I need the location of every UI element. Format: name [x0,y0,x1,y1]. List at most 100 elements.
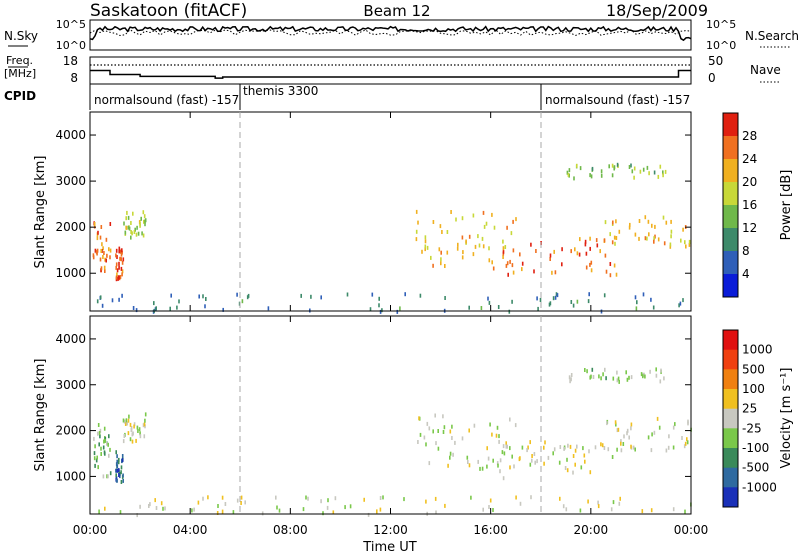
velocity-panel: 1000 2000 3000 4000 Slant Range [km] [33,315,692,518]
power-cell [430,255,432,260]
power-cell [96,248,99,253]
power-cell [574,247,576,252]
power-cell [115,262,118,267]
power-cell [570,249,572,254]
velocity-cell [534,460,536,465]
colorbar-label: 100 [742,382,765,396]
power-cell [99,295,102,300]
velocity-cell [623,434,625,439]
nsky-label: N.Sky [4,29,38,43]
velocity-cell [121,458,124,463]
time-tick-label: 08:00 [273,523,308,537]
power-cell [512,270,515,275]
power-cell [125,216,127,221]
velocity-range-ticks: 1000 2000 3000 4000 [55,332,691,483]
velocity-cell [139,434,142,439]
power-cell [605,269,608,274]
velocity-cell [526,448,528,453]
velocity-cell [509,446,511,451]
power-cell [653,236,655,241]
velocity-cell [563,446,565,451]
velocity-cell [564,466,567,470]
velocity-cell [509,417,511,422]
nsearch-trace [89,28,692,37]
velocity-cell [468,463,471,468]
velocity-cell [622,442,625,446]
power-cell [599,249,601,254]
power-cell [118,261,120,266]
velocity-cell [519,456,521,461]
power-cell [109,248,112,253]
velocity-cell [116,468,118,473]
power-cell [608,164,610,169]
power-cell [588,292,590,297]
power-cell [634,232,637,237]
velocity-cell [513,464,515,469]
velocity-cell [142,423,145,428]
velocity-cell [683,444,686,449]
power-cell [688,239,691,244]
velocity-cell [426,421,429,426]
colorbar-block [723,330,738,351]
colorbar-label: 24 [742,152,757,166]
velocity-cell [434,413,436,418]
cpid-panel: CPID normalsound (fast) -157 themis 3300… [4,84,690,110]
power-cell [488,300,491,305]
power-cell [222,307,224,312]
velocity-cell [221,509,224,514]
velocity-cell [109,447,111,452]
velocity-cell [432,429,434,434]
power-cell [176,305,178,310]
power-cell [121,272,123,277]
power-cell [133,230,136,234]
velocity-cell [607,447,610,452]
velocity-cell [119,474,121,479]
velocity-cell [620,439,622,444]
velocity-cell [451,424,453,429]
colorbar-label: 8 [742,244,750,258]
power-cell [642,167,645,172]
velocity-range-label: Slant Range [km] [33,359,48,472]
velocity-cell [191,508,193,513]
range-tick-label: 2000 [55,220,86,234]
velocity-cell [425,499,427,504]
velocity-cell [466,455,469,460]
velocity-cell [640,372,643,377]
velocity-cell [655,373,658,378]
power-cell [506,225,508,230]
power-cell [535,249,537,253]
colorbar-label: -100 [742,441,769,455]
power-cell [140,216,142,221]
velocity-cell [452,452,454,457]
power-cell [97,230,99,235]
velocity-cell [479,466,481,471]
power-cell [688,242,691,247]
power-cell [101,303,104,308]
velocity-cell [97,431,99,436]
velocity-cell [565,507,568,512]
power-cell [120,266,123,271]
power-cell [510,231,513,236]
power-cell [115,248,118,253]
power-cell [468,234,471,239]
power-cell [578,252,581,257]
power-cell [590,268,593,273]
power-cell [477,234,479,239]
power-cell [424,244,427,249]
power-cell [485,221,488,226]
power-cell [662,173,664,178]
velocity-cell [509,465,511,470]
power-cell [100,225,103,229]
velocity-cell [672,445,675,450]
power-cell [128,226,131,231]
power-cell [478,243,481,248]
nsky-tick-top: 10^5 [56,18,86,31]
velocity-cell [568,375,571,380]
nsky-tick-bottom: 10^0 [56,39,86,52]
nsky-frame [89,19,692,51]
power-cell [570,300,573,304]
velocity-cell [492,508,494,512]
velocity-cell [115,462,118,467]
velocity-cell [626,428,629,433]
